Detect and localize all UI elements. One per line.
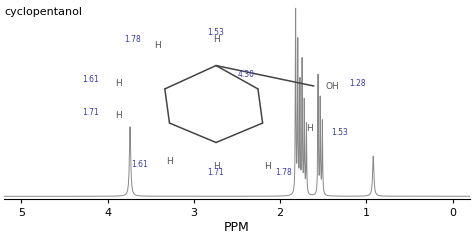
Text: 1.61: 1.61 xyxy=(82,75,99,84)
X-axis label: PPM: PPM xyxy=(224,221,250,234)
Text: 1.53: 1.53 xyxy=(208,28,225,37)
Text: 1.28: 1.28 xyxy=(349,79,365,88)
Text: cyclopentanol: cyclopentanol xyxy=(5,7,83,17)
Text: H: H xyxy=(155,41,161,50)
Text: OH: OH xyxy=(326,83,339,91)
Text: H: H xyxy=(166,157,173,166)
Text: H: H xyxy=(115,111,122,120)
Text: 1.61: 1.61 xyxy=(131,160,147,169)
Text: 1.53: 1.53 xyxy=(331,128,348,137)
Text: 4.30: 4.30 xyxy=(238,70,255,79)
Text: H: H xyxy=(264,162,271,171)
Text: H: H xyxy=(115,79,122,88)
Text: H: H xyxy=(306,124,312,133)
Text: 1.71: 1.71 xyxy=(208,168,224,177)
Text: 1.78: 1.78 xyxy=(275,168,292,177)
Text: H: H xyxy=(213,162,219,171)
Text: 1.78: 1.78 xyxy=(124,35,141,44)
Text: H: H xyxy=(213,35,219,44)
Text: 1.71: 1.71 xyxy=(82,108,99,117)
